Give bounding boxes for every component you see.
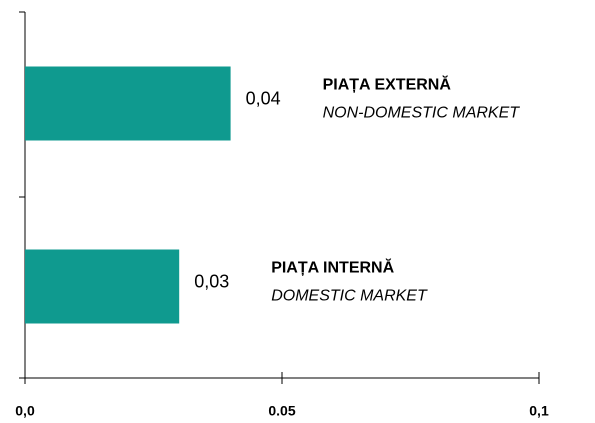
category-label: PIAȚA EXTERNĂ (323, 75, 452, 94)
value-label: 0,03 (194, 271, 229, 291)
bar (25, 66, 231, 141)
x-tick-label: 0,1 (529, 403, 549, 419)
x-tick-label: 0,0 (15, 403, 35, 419)
bar (25, 249, 180, 324)
category-subtitle: DOMESTIC MARKET (271, 288, 428, 305)
category-subtitle: NON-DOMESTIC MARKET (323, 105, 521, 122)
category-label: PIAȚA INTERNĂ (271, 258, 394, 277)
value-label: 0,04 (246, 88, 281, 108)
x-tick-label: 0.05 (268, 403, 295, 419)
